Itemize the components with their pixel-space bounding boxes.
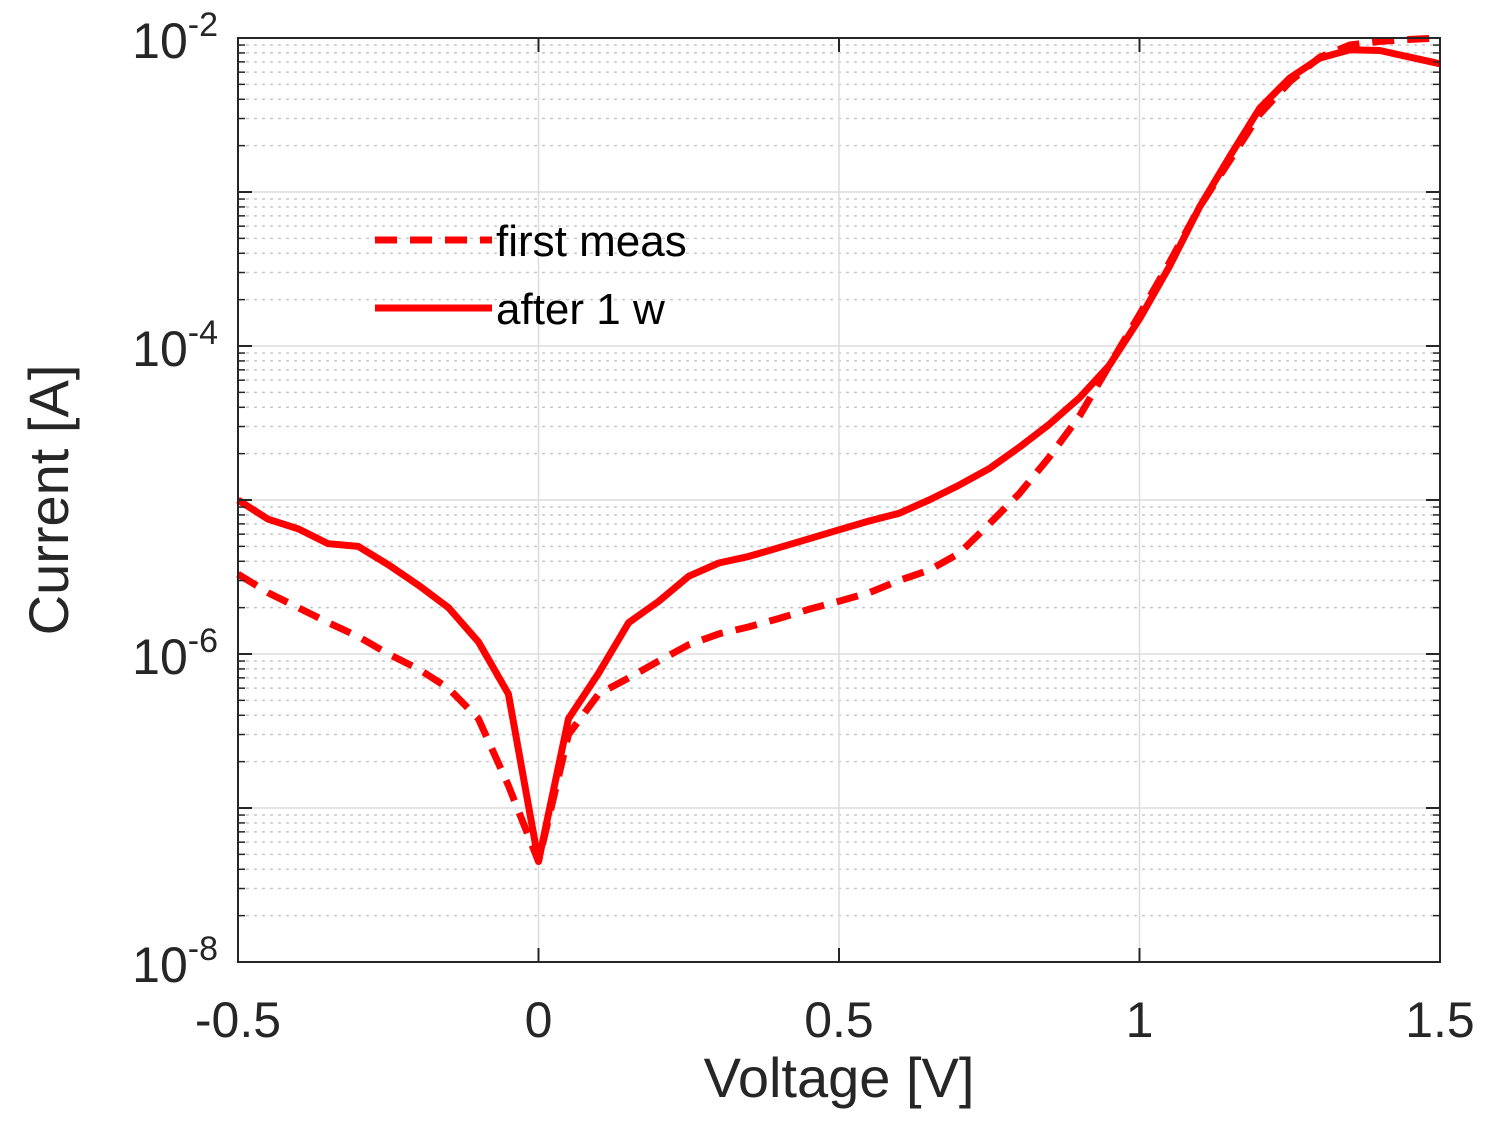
y-axis-label: Current [A] [17, 365, 80, 636]
y-tick-label: 10-8 [132, 930, 218, 993]
tick-marks [237, 37, 1441, 963]
x-tick-label: -0.5 [195, 992, 281, 1048]
y-tick-label: 10-2 [132, 6, 218, 69]
x-tick-label: 0.5 [804, 992, 874, 1048]
x-tick-labels: -0.5 0 0.5 1 1.5 [195, 992, 1475, 1048]
legend-label-after-1-w: after 1 w [496, 285, 665, 334]
series-layer [236, 34, 1441, 865]
legend: first meas after 1 w [375, 217, 687, 334]
y-tick-labels: 10-8 10-6 10-4 10-2 [132, 6, 218, 993]
y-tick-label: 10-4 [132, 314, 218, 377]
x-tick-label: 0 [525, 992, 553, 1048]
x-tick-label: 1.5 [1405, 992, 1475, 1048]
x-axis-label: Voltage [V] [704, 1046, 975, 1109]
series-line-after-1-w [236, 46, 1441, 865]
legend-label-first-meas: first meas [496, 217, 687, 266]
x-tick-label: 1 [1126, 992, 1154, 1048]
y-tick-label: 10-6 [132, 622, 218, 685]
